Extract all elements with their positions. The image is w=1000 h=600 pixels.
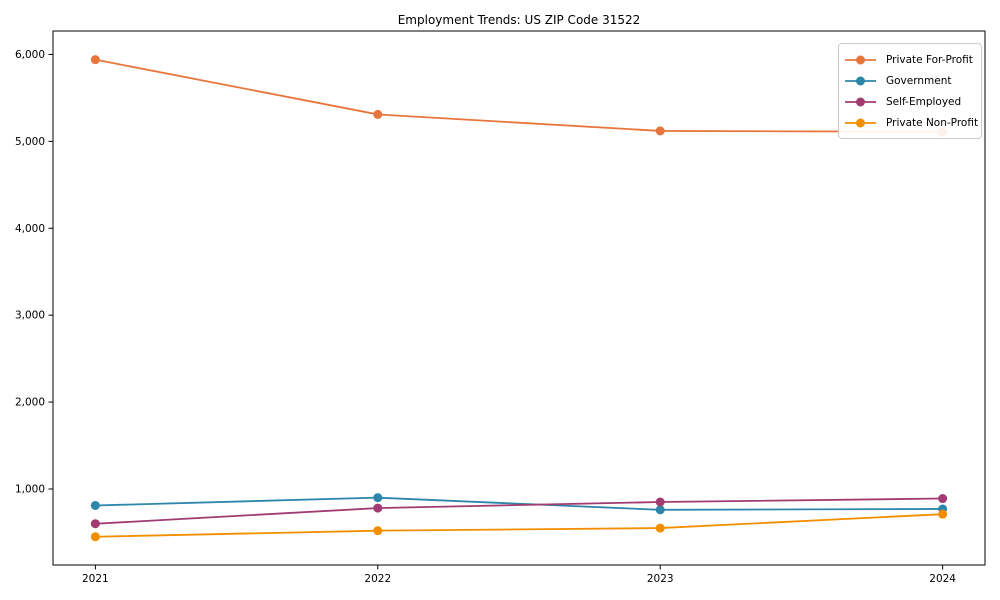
legend-item-label: Private For-Profit (886, 53, 973, 66)
legend-swatch-line-marker-icon (845, 76, 876, 85)
data-point-marker (655, 505, 665, 515)
y-tick-label: 2,000 (15, 397, 45, 409)
legend-swatch-line-marker-icon (845, 55, 876, 64)
legend-item-label: Self-Employed (886, 95, 962, 108)
x-tick-label: 2022 (364, 573, 391, 585)
data-point-marker (90, 55, 100, 65)
data-point-marker (655, 126, 665, 136)
data-point-marker (938, 494, 948, 504)
y-tick-label: 4,000 (15, 223, 45, 235)
y-tick-label: 1,000 (15, 483, 45, 495)
data-point-marker (373, 503, 383, 513)
series-line-self-employed (94, 497, 944, 525)
series-line-private-for-profit (94, 58, 944, 133)
legend-item-label: Private Non-Profit (886, 116, 979, 129)
series-line-private-non-profit (94, 513, 944, 538)
x-tick-label: 2021 (82, 573, 109, 585)
y-tick-label: 5,000 (15, 136, 45, 148)
data-point-marker (90, 532, 100, 542)
legend: Private For-Profit Government Self-Employe… (838, 43, 982, 139)
legend-item-label: Government (886, 74, 952, 87)
data-point-marker (373, 109, 383, 119)
plot-area-border (52, 30, 986, 566)
x-tick-label: 2023 (647, 573, 674, 585)
data-point-marker (655, 523, 665, 533)
data-point-marker (90, 519, 100, 529)
legend-swatch-line-marker-icon (845, 118, 876, 127)
chart-title: Employment Trends: US ZIP Code 31522 (397, 13, 641, 27)
data-point-marker (373, 526, 383, 536)
legend-item: Private Non-Profit (844, 112, 979, 133)
legend-item: Private For-Profit (844, 49, 975, 70)
legend-swatch-line-marker-icon (845, 97, 876, 106)
data-point-marker (655, 497, 665, 507)
data-point-marker (938, 509, 948, 519)
data-point-marker (90, 500, 100, 510)
legend-item: Government (844, 70, 975, 91)
data-point-marker (373, 493, 383, 503)
y-tick-label: 3,000 (15, 310, 45, 322)
x-tick-label: 2024 (929, 573, 956, 585)
y-tick-label: 6,000 (15, 49, 45, 61)
series-line-government (94, 496, 944, 511)
legend-item: Self-Employed (844, 91, 975, 112)
